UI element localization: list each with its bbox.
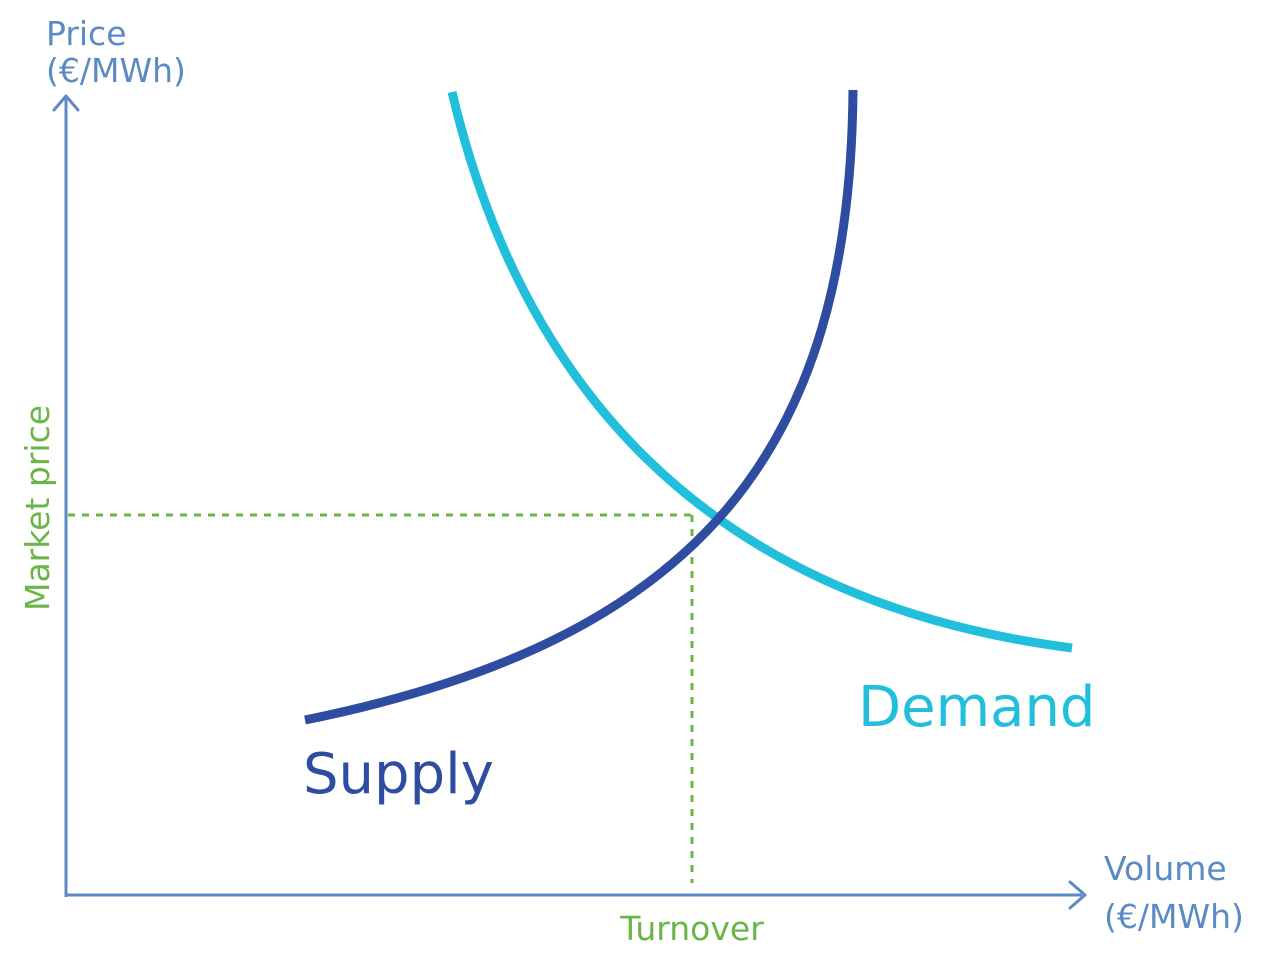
y-axis-label-line1: Price: [46, 14, 127, 53]
demand-curve: [447, 90, 1073, 653]
market-price-label: Market price: [18, 405, 57, 611]
turnover-label: Turnover: [619, 909, 764, 948]
x-axis-label-line2: (€/MWh): [1104, 897, 1244, 936]
axes: [52, 94, 1087, 910]
y-axis-arrow: [52, 94, 80, 112]
equilibrium-guides: [68, 513, 694, 883]
x-axis-label-line1: Volume: [1104, 849, 1227, 888]
supply-label: Supply: [303, 742, 494, 807]
supply-curve: [304, 89, 858, 725]
demand-label: Demand: [858, 675, 1095, 740]
y-axis-label-line2: (€/MWh): [46, 51, 186, 90]
x-axis-arrow: [1068, 880, 1087, 910]
